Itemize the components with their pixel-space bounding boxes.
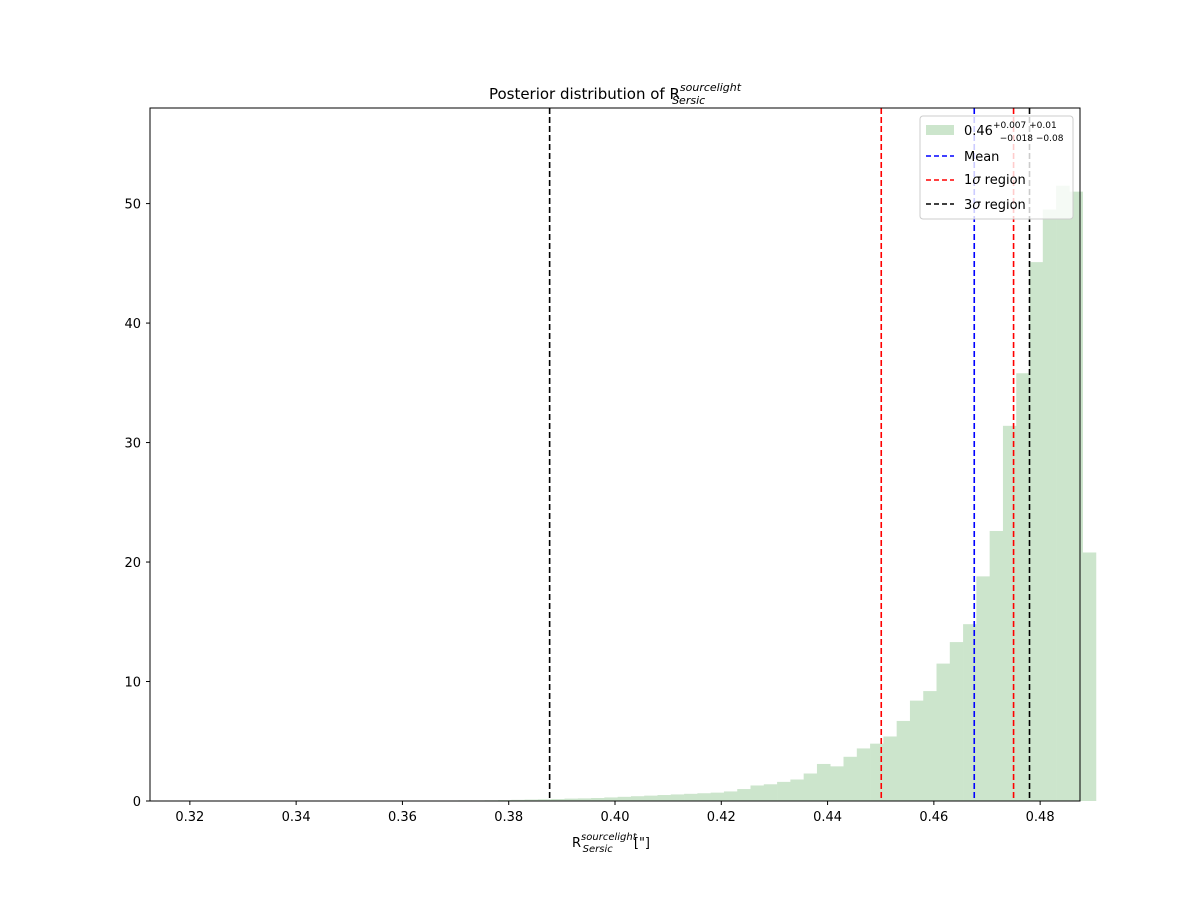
histogram-bar [990, 531, 1004, 801]
legend: 0.46+0.007 +0.01−0.018 −0.08 Mean 1σ reg… [920, 116, 1073, 219]
histogram-bar [1043, 210, 1057, 801]
histogram-bar [1056, 186, 1070, 801]
histogram-bar [1016, 373, 1030, 801]
legend-hist-swatch [926, 125, 954, 135]
x-tick-label: 0.32 [175, 810, 204, 825]
histogram-bar [724, 791, 738, 801]
x-tick-label: 0.34 [282, 810, 311, 825]
histogram-bar [923, 691, 937, 801]
histogram-bar [604, 797, 618, 801]
histogram-bar [684, 794, 698, 801]
histogram-bar [844, 757, 858, 801]
x-tick-label: 0.48 [1026, 810, 1055, 825]
histogram-bar [790, 779, 804, 801]
y-tick-label: 50 [124, 198, 141, 213]
histogram-bar [697, 793, 711, 801]
x-tick-label: 0.36 [388, 810, 417, 825]
histogram-bar [883, 736, 897, 801]
bars-layer [193, 186, 1097, 801]
legend-mean-label: Mean [964, 150, 999, 165]
y-tick-label: 0 [133, 795, 141, 810]
legend-3sigma-label: 3σ region [964, 198, 1026, 213]
histogram-bar [764, 784, 778, 801]
histogram-bar [804, 774, 818, 801]
x-tick-label: 0.46 [919, 810, 948, 825]
histogram-bar [631, 796, 645, 801]
histogram-bar [950, 642, 964, 801]
histogram-bar [658, 795, 672, 801]
y-tick-label: 20 [124, 556, 141, 571]
histogram-bar [830, 766, 844, 801]
x-tick-label: 0.44 [813, 810, 842, 825]
x-tick-label: 0.40 [601, 810, 630, 825]
histogram-bar [1030, 262, 1044, 801]
histogram-bar [937, 664, 951, 801]
y-ticks: 0 10 20 30 40 50 [124, 198, 150, 810]
histogram-bar [711, 793, 725, 801]
histogram-bar [618, 797, 632, 801]
histogram-bar [737, 789, 751, 801]
x-tick-label: 0.38 [494, 810, 523, 825]
y-tick-label: 10 [124, 676, 141, 691]
histogram-bar [817, 764, 831, 801]
legend-1sigma-label: 1σ region [964, 173, 1026, 188]
histogram-bar [1083, 552, 1097, 801]
y-tick-label: 30 [124, 437, 141, 452]
histogram-bar [857, 748, 871, 801]
histogram-bar [751, 785, 765, 801]
histogram-bar [644, 796, 658, 801]
histogram-bar [976, 576, 990, 801]
x-ticks: 0.32 0.34 0.36 0.38 0.40 0.42 0.44 0.46 0.48 [175, 801, 1054, 825]
x-tick-label: 0.42 [707, 810, 736, 825]
histogram-bar [1069, 192, 1083, 801]
y-tick-label: 40 [124, 317, 141, 332]
histogram-bar [777, 782, 791, 801]
histogram-bar [1003, 426, 1017, 801]
histogram-bar [671, 794, 685, 801]
histogram-bar [910, 701, 924, 801]
histogram-bar [897, 721, 911, 801]
